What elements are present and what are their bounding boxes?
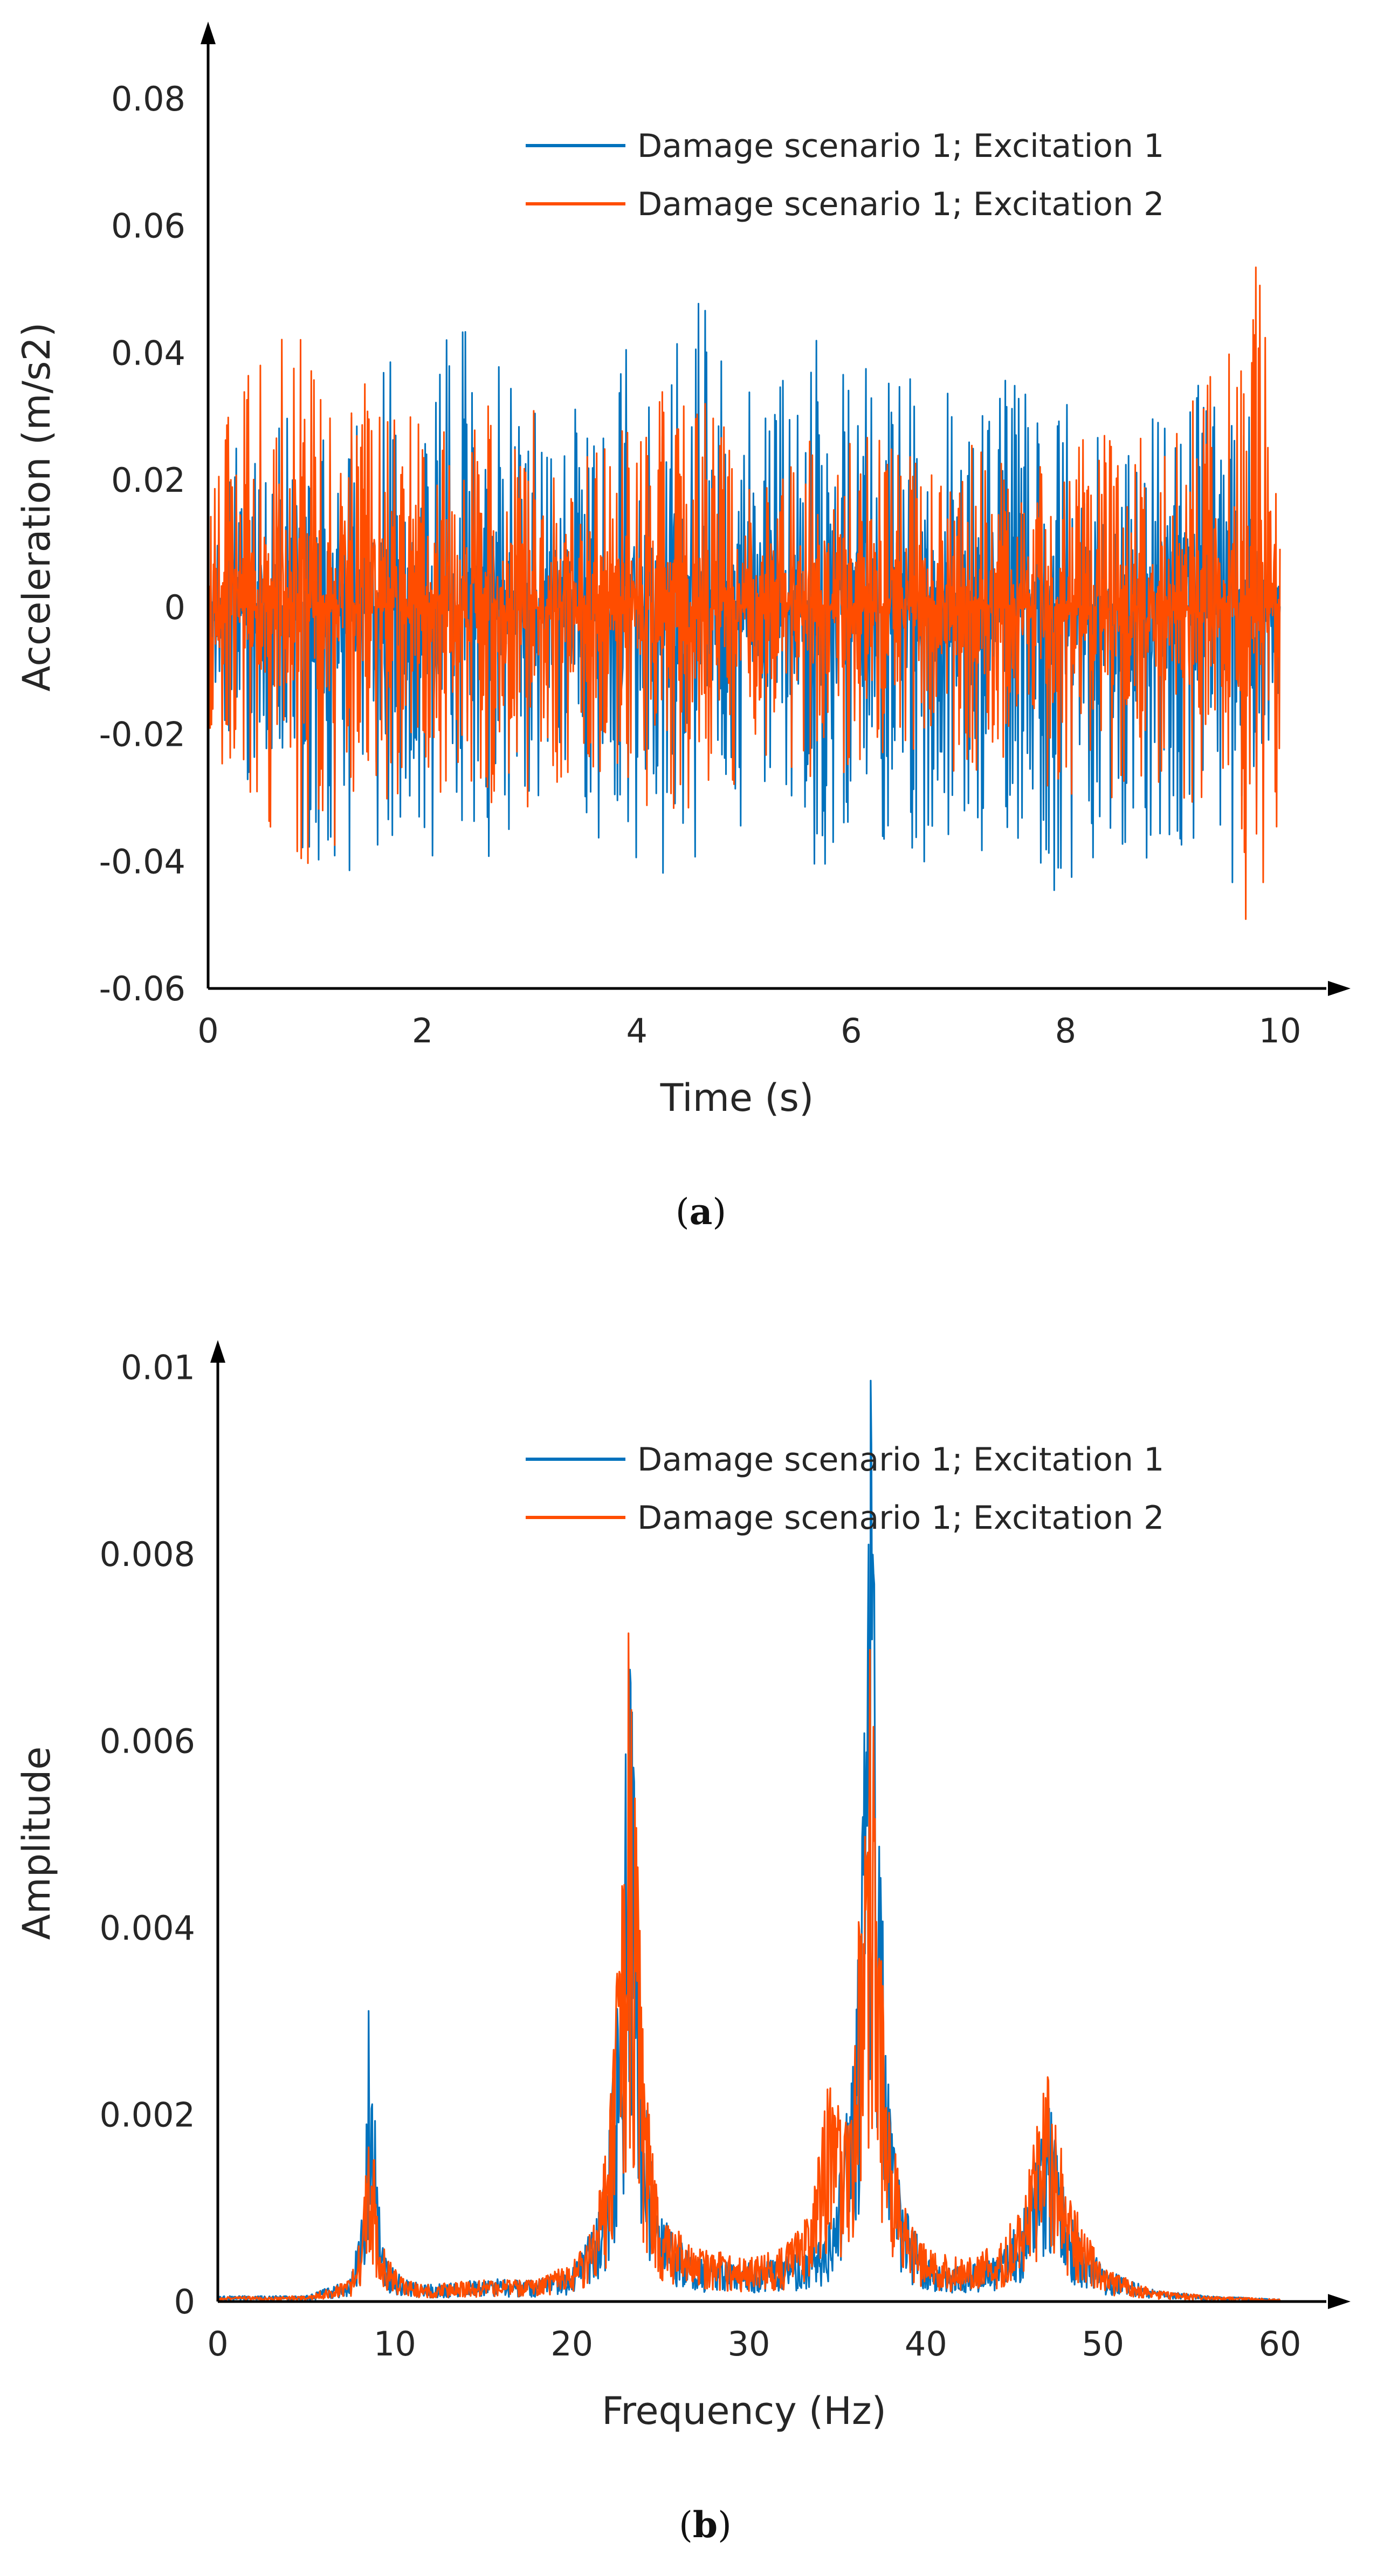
- panel-a: -0.06 -0.04 -0.02 0 0.02 0.04 0.06 0.08 0 2 4 6 8 10…: [15, 22, 1351, 1233]
- panel-b-x-tick-label: 60: [1259, 2324, 1302, 2364]
- panel-b-y-axis-title: Amplitude: [15, 1747, 59, 1940]
- panel-b-x-axis-arrow: [1328, 2294, 1351, 2309]
- panel-b-y-ticks: 0 0.002 0.004 0.006 0.008 0.01: [100, 1348, 196, 2321]
- panel-a-y-ticks: -0.06 -0.04 -0.02 0 0.02 0.04 0.06 0.08: [99, 79, 185, 1008]
- panel-b-y-tick-label: 0: [174, 2282, 195, 2321]
- panel-a-y-tick-label: 0.06: [111, 207, 185, 246]
- panel-b-x-tick-label: 20: [550, 2324, 593, 2364]
- panel-b-legend: Damage scenario 1; Excitation 1 Damage s…: [526, 1441, 1164, 1537]
- panel-a-series-line-2: [207, 266, 1281, 920]
- panel-a-x-tick-label: 4: [626, 1011, 647, 1050]
- panel-b-x-axis-title: Frequency (Hz): [602, 2389, 886, 2433]
- panel-b-legend-label-1: Damage scenario 1; Excitation 1: [637, 1441, 1164, 1479]
- panel-a-y-tick-label: -0.04: [99, 842, 185, 881]
- panel-b-x-tick-label: 30: [728, 2324, 770, 2364]
- panel-a-series: [207, 266, 1281, 920]
- panel-b-y-tick-label: 0.01: [121, 1348, 195, 1387]
- panel-b-axes: [216, 1362, 1326, 2303]
- panel-a-y-tick-label: -0.06: [99, 969, 185, 1008]
- panel-a-x-axis-title: Time (s): [660, 1076, 814, 1120]
- panel-a-y-tick-label: 0: [164, 588, 185, 627]
- panel-b-caption: (b): [679, 2504, 732, 2546]
- panel-b-x-tick-label: 0: [207, 2324, 228, 2364]
- panel-a-x-ticks: 0 2 4 6 8 10: [197, 1011, 1301, 1050]
- panel-b-y-axis-arrow: [210, 1340, 225, 1363]
- panel-a-caption: (a): [676, 1191, 726, 1233]
- panel-a-y-axis-title: Acceleration (m/s2): [15, 322, 59, 692]
- panel-a-x-axis-arrow: [1328, 981, 1351, 996]
- panel-a-legend: Damage scenario 1; Excitation 1 Damage s…: [526, 127, 1164, 223]
- panel-a-legend-label-1: Damage scenario 1; Excitation 1: [637, 127, 1164, 165]
- panel-a-x-tick-label: 0: [197, 1011, 218, 1050]
- panel-a-y-axis-arrow: [201, 22, 216, 44]
- panel-b-y-tick-label: 0.006: [100, 1721, 196, 1761]
- panel-a-y-tick-label: 0.02: [111, 461, 185, 500]
- panel-b-y-tick-label: 0.008: [100, 1535, 196, 1574]
- panel-b-series: [217, 1379, 1281, 2302]
- panel-a-y-tick-label: 0.08: [111, 79, 185, 119]
- panel-b-series-line-2: [217, 1632, 1281, 2302]
- panel-b-x-tick-label: 50: [1082, 2324, 1124, 2364]
- panel-a-legend-label-2: Damage scenario 1; Excitation 2: [637, 186, 1164, 223]
- panel-a-x-tick-label: 10: [1259, 1011, 1302, 1050]
- panel-a-y-tick-label: -0.02: [99, 715, 185, 754]
- panel-b-x-ticks: 0 10 20 30 40 50 60: [207, 2324, 1301, 2364]
- panel-a-x-tick-label: 6: [841, 1011, 862, 1050]
- panel-a-y-tick-label: 0.04: [111, 333, 185, 373]
- panel-a-axes: [206, 40, 1326, 990]
- panel-b-x-tick-label: 10: [374, 2324, 416, 2364]
- panel-a-x-tick-label: 8: [1055, 1011, 1076, 1050]
- panel-b-x-tick-label: 40: [905, 2324, 947, 2364]
- panel-a-x-tick-label: 2: [412, 1011, 433, 1050]
- panel-b-y-tick-label: 0.004: [100, 1908, 196, 1948]
- panel-b-y-tick-label: 0.002: [100, 2095, 196, 2134]
- panel-b-legend-label-2: Damage scenario 1; Excitation 2: [637, 1499, 1164, 1537]
